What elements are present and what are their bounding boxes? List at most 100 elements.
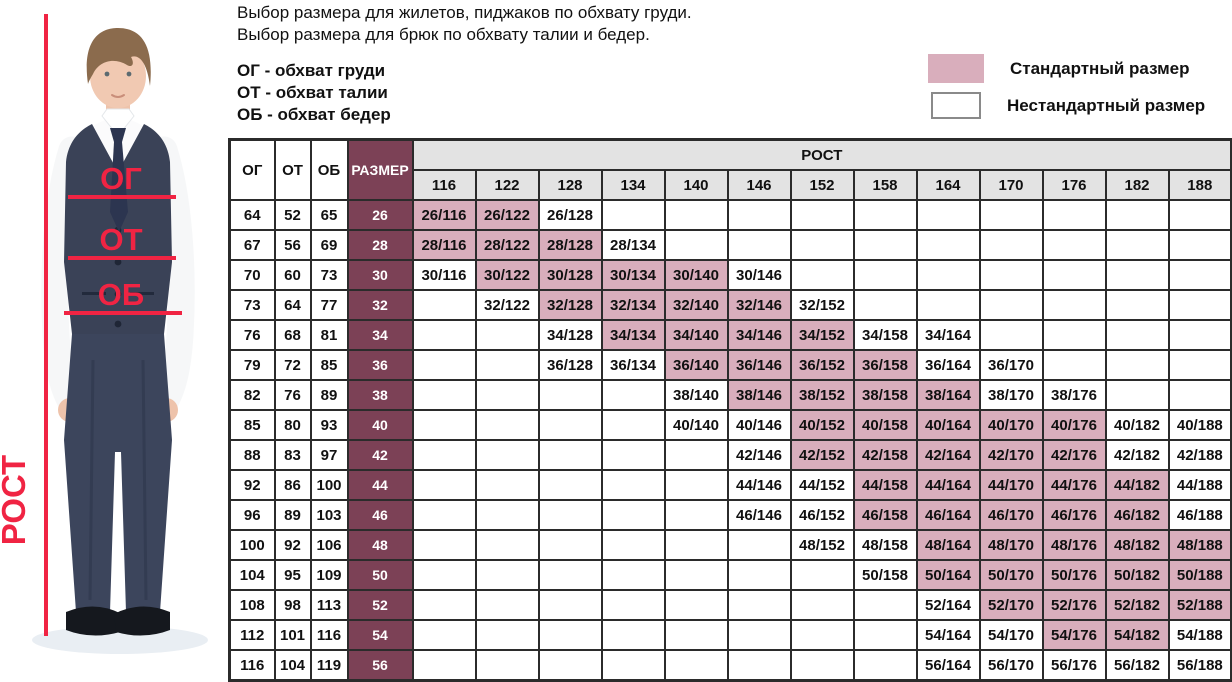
empty-cell bbox=[537, 499, 603, 531]
size-height-cell: 40/176 bbox=[1041, 409, 1107, 441]
og-cell: 92 bbox=[228, 469, 276, 501]
empty-cell bbox=[1041, 349, 1107, 381]
size-height-cell: 54/188 bbox=[1167, 619, 1232, 651]
size-cell: 28 bbox=[346, 229, 414, 261]
height-header-188: 188 bbox=[1167, 169, 1232, 201]
empty-cell bbox=[726, 589, 792, 621]
size-height-cell: 44/164 bbox=[915, 469, 981, 501]
size-height-cell: 26/122 bbox=[474, 199, 540, 231]
empty-cell bbox=[411, 469, 477, 501]
empty-cell bbox=[852, 259, 918, 291]
size-height-cell: 28/134 bbox=[600, 229, 666, 261]
size-cell: 50 bbox=[346, 559, 414, 591]
og-cell: 85 bbox=[228, 409, 276, 441]
ot-cell: 80 bbox=[273, 409, 312, 441]
empty-cell bbox=[474, 349, 540, 381]
empty-cell bbox=[726, 229, 792, 261]
height-header-128: 128 bbox=[537, 169, 603, 201]
empty-cell bbox=[537, 379, 603, 411]
size-cell: 44 bbox=[346, 469, 414, 501]
empty-cell bbox=[663, 589, 729, 621]
empty-cell bbox=[600, 199, 666, 231]
empty-cell bbox=[1104, 349, 1170, 381]
empty-cell bbox=[474, 589, 540, 621]
empty-cell bbox=[537, 619, 603, 651]
size-height-cell: 38/176 bbox=[1041, 379, 1107, 411]
empty-cell bbox=[915, 259, 981, 291]
size-height-cell: 50/176 bbox=[1041, 559, 1107, 591]
size-height-cell: 36/164 bbox=[915, 349, 981, 381]
size-table: ОГ ОТ ОБ РАЗМЕР РОСТ 116 122 128 134 140 146 152 158… bbox=[228, 138, 1232, 682]
size-height-cell: 46/170 bbox=[978, 499, 1044, 531]
legend-row-standard: Стандартный размер bbox=[928, 53, 1205, 84]
standard-size-label: Стандартный размер bbox=[1010, 58, 1190, 78]
height-header-140: 140 bbox=[663, 169, 729, 201]
ot-cell: 89 bbox=[273, 499, 312, 531]
ot-cell: 86 bbox=[273, 469, 312, 501]
size-height-cell: 46/164 bbox=[915, 499, 981, 531]
size-height-cell: 34/146 bbox=[726, 319, 792, 351]
col-header-size: РАЗМЕР bbox=[346, 138, 414, 201]
table-row: 76 68 81 34 34/128 34/134 34/140 34/146 34/152 34… bbox=[228, 319, 1232, 351]
empty-cell bbox=[474, 319, 540, 351]
size-height-cell: 28/116 bbox=[411, 229, 477, 261]
ot-cell: 104 bbox=[273, 649, 312, 682]
size-height-cell: 48/182 bbox=[1104, 529, 1170, 561]
empty-cell bbox=[1041, 229, 1107, 261]
size-height-cell: 46/146 bbox=[726, 499, 792, 531]
ot-cell: 98 bbox=[273, 589, 312, 621]
empty-cell bbox=[852, 199, 918, 231]
size-height-cell: 56/188 bbox=[1167, 649, 1232, 682]
size-height-cell: 34/158 bbox=[852, 319, 918, 351]
empty-cell bbox=[600, 379, 666, 411]
empty-cell bbox=[852, 619, 918, 651]
size-cell: 42 bbox=[346, 439, 414, 471]
size-height-cell: 52/182 bbox=[1104, 589, 1170, 621]
abbr-waist: ОТ - обхват талии bbox=[237, 83, 388, 102]
empty-cell bbox=[978, 259, 1044, 291]
empty-cell bbox=[1167, 379, 1232, 411]
col-header-rost: РОСТ bbox=[411, 138, 1232, 171]
ob-cell: 119 bbox=[309, 649, 349, 682]
empty-cell bbox=[411, 619, 477, 651]
ot-cell: 76 bbox=[273, 379, 312, 411]
size-legend: Стандартный размер Нестандартный размер bbox=[928, 53, 1205, 127]
ob-cell: 116 bbox=[309, 619, 349, 651]
empty-cell bbox=[663, 559, 729, 591]
empty-cell bbox=[663, 529, 729, 561]
table-row: 112 101 116 54 54/164 54/170 54/176 54/182 54/18… bbox=[228, 619, 1232, 651]
empty-cell bbox=[663, 439, 729, 471]
abbr-hips: ОБ - обхват бедер bbox=[237, 105, 391, 124]
measurement-overlay: ОГ ОТ ОБ РОСТ bbox=[0, 14, 182, 636]
empty-cell bbox=[474, 499, 540, 531]
intro-line-1: Выбор размера для жилетов, пиджаков по о… bbox=[237, 3, 692, 22]
size-height-cell: 34/140 bbox=[663, 319, 729, 351]
size-height-cell: 36/140 bbox=[663, 349, 729, 381]
size-height-cell: 46/158 bbox=[852, 499, 918, 531]
empty-cell bbox=[474, 619, 540, 651]
empty-cell bbox=[789, 229, 855, 261]
size-height-cell: 40/152 bbox=[789, 409, 855, 441]
size-height-cell: 48/152 bbox=[789, 529, 855, 561]
ob-cell: 73 bbox=[309, 259, 349, 291]
empty-cell bbox=[474, 529, 540, 561]
size-height-cell: 32/122 bbox=[474, 289, 540, 321]
ob-cell: 89 bbox=[309, 379, 349, 411]
ob-cell: 103 bbox=[309, 499, 349, 531]
ob-cell: 85 bbox=[309, 349, 349, 381]
empty-cell bbox=[789, 259, 855, 291]
height-header-134: 134 bbox=[600, 169, 666, 201]
ob-cell: 109 bbox=[309, 559, 349, 591]
height-header-170: 170 bbox=[978, 169, 1044, 201]
og-cell: 108 bbox=[228, 589, 276, 621]
empty-cell bbox=[411, 349, 477, 381]
table-row: 116 104 119 56 56/164 56/170 56/176 56/182 56/18… bbox=[228, 649, 1232, 682]
height-label: РОСТ bbox=[0, 455, 32, 545]
size-height-cell: 50/158 bbox=[852, 559, 918, 591]
size-height-cell: 34/164 bbox=[915, 319, 981, 351]
empty-cell bbox=[474, 409, 540, 441]
og-cell: 76 bbox=[228, 319, 276, 351]
empty-cell bbox=[789, 619, 855, 651]
table-row: 104 95 109 50 50/158 50/164 50/170 50/176 50/182… bbox=[228, 559, 1232, 591]
empty-cell bbox=[978, 199, 1044, 231]
